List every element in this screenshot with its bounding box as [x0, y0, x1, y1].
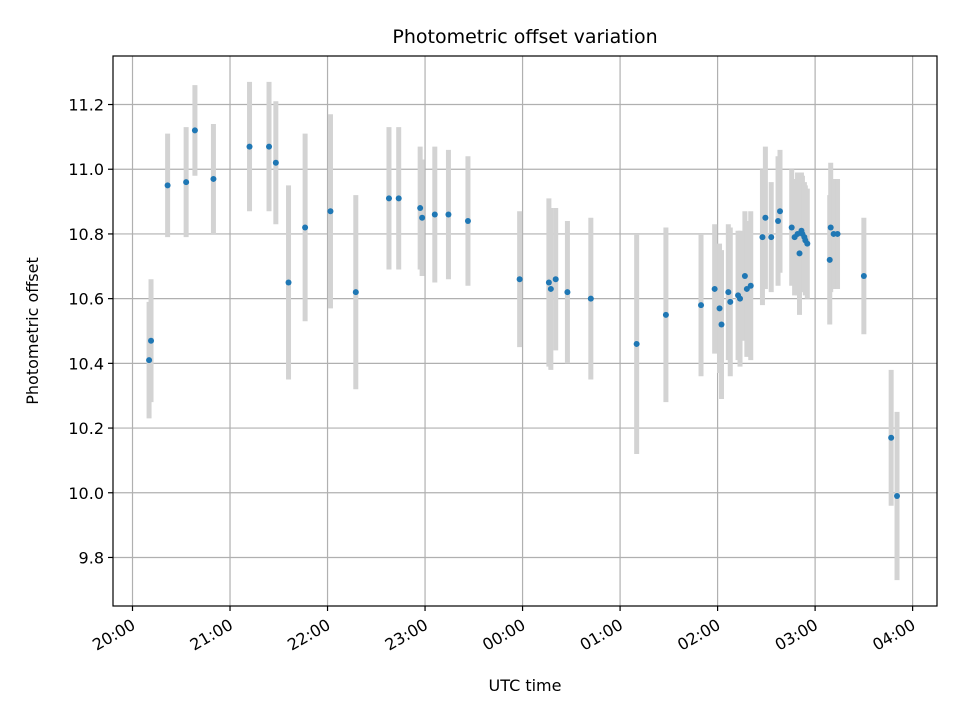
data-point — [826, 256, 833, 263]
data-point — [395, 195, 402, 202]
data-point — [777, 208, 784, 215]
x-axis-label: UTC time — [489, 676, 562, 695]
data-point — [775, 218, 782, 224]
data-point — [183, 179, 190, 186]
data-point — [662, 311, 669, 318]
data-point — [285, 279, 292, 286]
data-point — [327, 208, 334, 215]
data-point — [725, 289, 732, 296]
data-point — [834, 230, 841, 237]
data-point — [545, 279, 552, 286]
data-point — [741, 273, 748, 279]
data-point — [516, 276, 523, 283]
data-point — [419, 214, 426, 221]
y-axis-label: Photometric offset — [23, 257, 42, 405]
data-point — [146, 357, 153, 364]
plot-area-frame — [112, 55, 938, 607]
data-point — [860, 273, 867, 279]
data-point — [272, 159, 279, 166]
data-point — [266, 143, 273, 150]
y-tick-label: 9.8 — [79, 548, 104, 567]
data-point — [698, 302, 705, 309]
data-point — [385, 195, 392, 202]
data-point — [210, 175, 217, 182]
data-points — [146, 127, 901, 499]
data-point — [762, 214, 769, 221]
data-point — [768, 234, 775, 241]
data-point — [718, 321, 725, 328]
data-point — [191, 127, 198, 134]
y-tick-label: 10.2 — [68, 419, 104, 438]
y-tick-label: 10.6 — [68, 290, 104, 309]
data-point — [747, 282, 754, 289]
data-point — [737, 295, 744, 302]
data-point — [759, 234, 766, 241]
data-point — [711, 285, 718, 292]
data-point — [552, 276, 559, 283]
y-tick-label: 11.0 — [68, 160, 104, 179]
data-point — [352, 289, 359, 296]
y-axis-ticks: 9.8 10.0 10.2 10.4 10.6 10.8 11.0 11.2 — [68, 96, 113, 567]
data-point — [804, 240, 811, 247]
data-point — [246, 143, 253, 150]
data-point — [727, 298, 734, 305]
data-point — [547, 285, 554, 292]
data-point — [431, 211, 438, 218]
data-point — [417, 205, 424, 212]
data-point — [796, 250, 803, 257]
data-point — [445, 211, 452, 218]
y-tick-label: 10.4 — [68, 354, 104, 373]
data-point — [464, 218, 471, 224]
y-tick-label: 11.2 — [68, 96, 104, 115]
chart-title: Photometric offset variation — [392, 26, 657, 48]
data-point — [633, 340, 640, 347]
data-point — [888, 434, 895, 441]
data-point — [894, 493, 901, 499]
data-point — [716, 305, 723, 312]
data-point — [587, 295, 594, 302]
data-point — [148, 337, 155, 344]
data-point — [164, 182, 171, 189]
data-point — [788, 224, 795, 231]
data-point — [564, 289, 571, 296]
y-tick-label: 10.8 — [68, 225, 104, 244]
y-tick-label: 10.0 — [68, 484, 104, 503]
data-point — [302, 224, 309, 231]
data-point — [827, 224, 834, 231]
